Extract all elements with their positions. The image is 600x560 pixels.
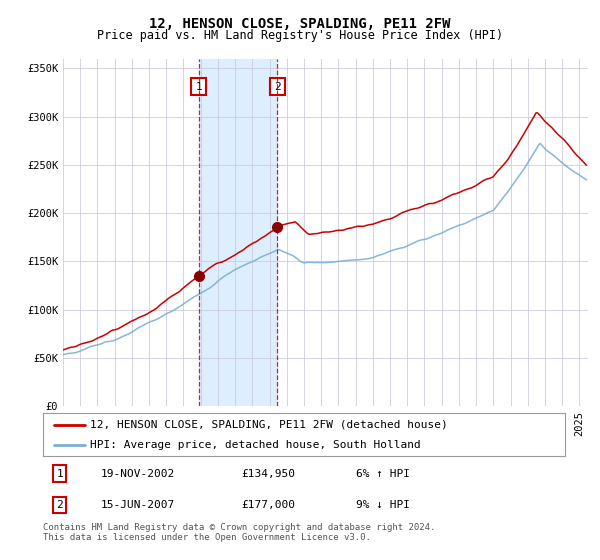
Text: £134,950: £134,950 xyxy=(242,469,296,479)
Bar xyxy=(199,59,277,406)
Text: 15-JUN-2007: 15-JUN-2007 xyxy=(101,500,175,510)
Text: Contains HM Land Registry data © Crown copyright and database right 2024.
This d: Contains HM Land Registry data © Crown c… xyxy=(43,523,436,543)
Text: HPI: Average price, detached house, South Holland: HPI: Average price, detached house, Sout… xyxy=(90,440,421,450)
Text: 12, HENSON CLOSE, SPALDING, PE11 2FW (detached house): 12, HENSON CLOSE, SPALDING, PE11 2FW (de… xyxy=(90,420,448,430)
Text: 19-NOV-2002: 19-NOV-2002 xyxy=(101,469,175,479)
Text: £177,000: £177,000 xyxy=(242,500,296,510)
Text: 9% ↓ HPI: 9% ↓ HPI xyxy=(356,500,410,510)
Text: Price paid vs. HM Land Registry's House Price Index (HPI): Price paid vs. HM Land Registry's House … xyxy=(97,29,503,42)
Text: 1: 1 xyxy=(196,82,202,92)
Text: 12, HENSON CLOSE, SPALDING, PE11 2FW: 12, HENSON CLOSE, SPALDING, PE11 2FW xyxy=(149,17,451,31)
Text: 2: 2 xyxy=(274,82,281,92)
Text: 2: 2 xyxy=(56,500,63,510)
Text: 1: 1 xyxy=(56,469,63,479)
Text: 6% ↑ HPI: 6% ↑ HPI xyxy=(356,469,410,479)
